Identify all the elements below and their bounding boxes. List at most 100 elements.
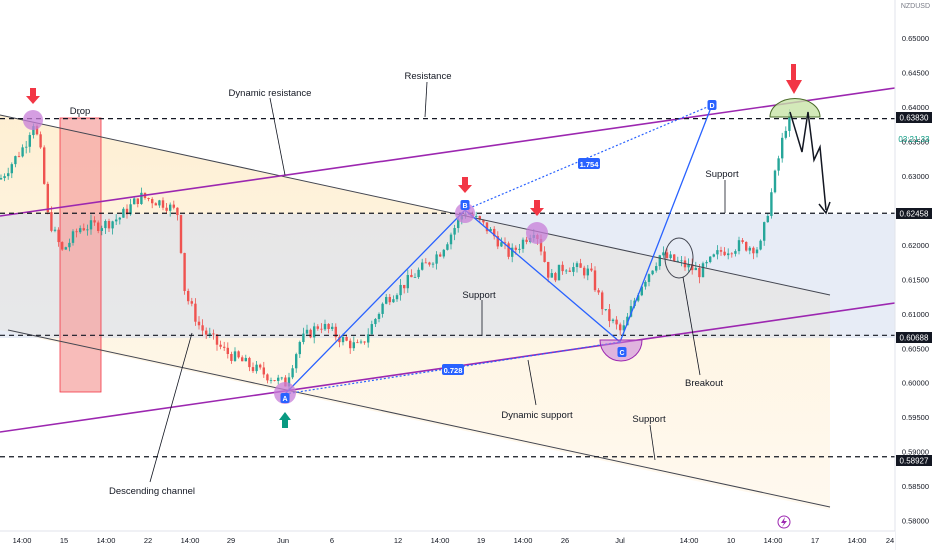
time-axis[interactable]	[0, 531, 895, 550]
candle-body	[201, 325, 204, 331]
candle-body	[194, 303, 197, 322]
candle-body	[359, 341, 363, 343]
annotation-support-right: Support	[705, 169, 739, 180]
dynamic-resistance-line	[0, 87, 896, 217]
candle-body	[176, 207, 179, 216]
wave-marker-b	[460, 200, 470, 210]
candle-body	[543, 251, 546, 262]
x-tick-label: 10	[727, 536, 735, 545]
candle-body	[424, 262, 427, 264]
candle-body	[46, 183, 49, 213]
candle-body	[784, 130, 787, 138]
candle-body	[367, 334, 370, 343]
candle-body	[197, 321, 201, 326]
candle-body	[457, 219, 460, 229]
candle-body	[619, 324, 622, 331]
candle-body	[766, 215, 769, 223]
candle-body	[82, 228, 85, 231]
candle-body	[665, 252, 669, 259]
candle-body	[489, 228, 492, 232]
candle-body	[17, 156, 21, 157]
candle-body	[295, 354, 298, 369]
candle-body	[140, 192, 143, 205]
candle-body	[561, 264, 564, 272]
candle-body	[691, 264, 694, 271]
candle-body	[169, 204, 172, 211]
candle-body	[313, 326, 316, 338]
candle-body	[161, 200, 165, 208]
candle-body	[338, 337, 341, 343]
y-tick-label: 0.63500	[902, 137, 929, 146]
x-tick-label: 14:00	[13, 536, 32, 545]
wave-label-c: C	[619, 350, 624, 357]
candle-body	[302, 333, 305, 343]
candle-body	[327, 323, 330, 329]
candle-body	[89, 220, 93, 230]
highlight-circle-b	[455, 203, 475, 223]
candle-body	[323, 323, 327, 330]
x-tick-label: 29	[227, 536, 235, 545]
wave-point-markers: A B C D	[280, 100, 717, 403]
price-tag-top: 0.63830	[896, 112, 932, 123]
candle-body	[568, 270, 571, 272]
y-tick-label: 0.63000	[902, 172, 929, 181]
candle-body	[399, 284, 402, 296]
wave-label-a: A	[282, 396, 287, 403]
price-tag-top-value: 0.63830	[900, 114, 929, 123]
annotation-drop: Drop	[70, 106, 91, 117]
y-tick-label: 0.62000	[902, 241, 929, 250]
highlight-circle-top-left	[23, 110, 43, 130]
candle-body	[75, 231, 78, 233]
support-zone-band	[0, 214, 895, 338]
candle-body	[655, 266, 658, 271]
candle-body	[662, 252, 665, 256]
candle-body	[53, 229, 57, 231]
candle-body	[226, 347, 229, 355]
candle-body	[212, 333, 215, 335]
candle-body	[385, 296, 388, 304]
candle-body	[111, 221, 114, 229]
x-tick-label: 19	[477, 536, 485, 545]
candle-body	[64, 247, 67, 250]
candle-body	[730, 253, 733, 255]
candle-body	[597, 290, 600, 293]
candle-body	[518, 248, 521, 250]
annotation-descending-channel: Descending channel	[109, 486, 195, 497]
candle-body	[777, 158, 780, 171]
y-tick-label: 0.60000	[902, 379, 929, 388]
candle-body	[712, 254, 715, 257]
candle-body	[374, 318, 377, 325]
candle-body	[104, 220, 107, 229]
candle-body	[291, 368, 294, 378]
x-tick-label: 14:00	[680, 536, 699, 545]
candle-body	[752, 247, 755, 254]
candle-body	[705, 262, 708, 264]
wave-marker-d	[707, 100, 717, 110]
candle-body	[273, 380, 276, 381]
candle-body	[172, 204, 175, 208]
candle-body	[187, 290, 190, 302]
candle-body	[475, 216, 478, 217]
candle-body	[251, 367, 255, 372]
x-tick-label: Jul	[615, 536, 625, 545]
candle-body	[507, 243, 510, 257]
candle-body	[406, 274, 409, 289]
candle-body	[341, 336, 345, 343]
abcd-wave	[284, 104, 713, 395]
candle-body	[550, 273, 553, 278]
candle-body	[442, 249, 445, 257]
y-tick-label: 0.60500	[902, 344, 929, 353]
candle-body	[453, 228, 456, 235]
y-tick-label: 0.64500	[902, 68, 929, 77]
candle-body	[25, 146, 28, 148]
candle-body	[219, 344, 222, 347]
candle-body	[259, 364, 262, 368]
candle-body	[741, 240, 744, 242]
candle-body	[514, 247, 517, 250]
x-tick-label: 15	[60, 536, 68, 545]
candle-body	[547, 261, 550, 278]
y-tick-label: 0.59500	[902, 413, 929, 422]
highlight-circle-shoulder	[526, 222, 548, 244]
lightning-icon[interactable]	[777, 515, 791, 529]
